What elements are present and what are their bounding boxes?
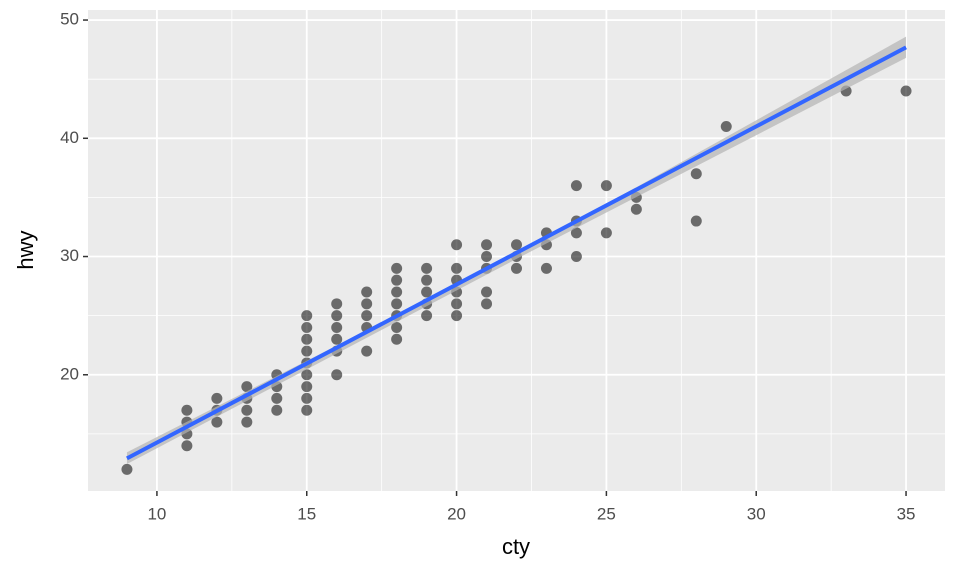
point	[271, 392, 283, 404]
point	[241, 381, 253, 393]
point	[600, 180, 612, 192]
point	[241, 404, 253, 416]
point	[511, 239, 522, 251]
point	[361, 286, 373, 298]
point	[391, 274, 403, 286]
plot-panel	[88, 10, 945, 491]
point	[301, 381, 313, 393]
point	[630, 203, 642, 215]
point	[451, 310, 463, 322]
point	[121, 463, 133, 475]
y-axis-title: hwy	[13, 230, 38, 269]
point	[421, 310, 433, 322]
point	[421, 274, 433, 286]
fit-line	[126, 45, 907, 461]
point	[331, 310, 343, 322]
point	[900, 85, 912, 97]
point	[511, 262, 522, 274]
point	[421, 286, 433, 298]
point	[570, 251, 582, 263]
x-tick-label: 20	[447, 504, 466, 523]
point	[391, 286, 403, 298]
point	[361, 298, 373, 310]
x-tick-label: 30	[747, 504, 766, 523]
point	[451, 298, 463, 310]
x-tick-label: 15	[297, 504, 316, 523]
point	[481, 251, 493, 263]
point	[451, 239, 463, 251]
point	[720, 120, 732, 132]
y-tick-label: 50	[60, 10, 79, 29]
point	[481, 298, 493, 310]
point	[570, 227, 582, 239]
point	[331, 369, 343, 381]
y-tick-label: 20	[60, 364, 79, 383]
y-tick-label: 40	[60, 128, 79, 147]
point	[540, 262, 552, 274]
point	[481, 286, 493, 298]
point	[331, 321, 343, 333]
point	[301, 392, 313, 404]
point	[570, 180, 582, 192]
point	[361, 345, 373, 357]
point	[421, 262, 433, 274]
x-tick-label: 25	[597, 504, 616, 523]
point	[690, 215, 702, 227]
point	[181, 440, 193, 452]
point	[451, 262, 463, 274]
point	[181, 404, 193, 416]
point	[481, 239, 493, 251]
y-tick-label: 30	[60, 246, 79, 265]
point	[211, 392, 223, 404]
point	[331, 298, 343, 310]
point	[301, 333, 313, 345]
point	[690, 168, 702, 180]
point	[241, 416, 253, 428]
point	[391, 333, 403, 345]
x-tick-label: 10	[147, 504, 166, 523]
point	[361, 310, 373, 322]
point	[301, 321, 313, 333]
x-tick-label: 35	[897, 504, 916, 523]
x-axis-title: cty	[502, 534, 530, 559]
point	[211, 416, 223, 428]
point	[391, 262, 403, 274]
point	[391, 298, 403, 310]
point	[391, 321, 403, 333]
point	[301, 369, 313, 381]
point	[331, 333, 343, 345]
point	[301, 310, 313, 322]
point	[301, 345, 313, 357]
point	[271, 404, 283, 416]
point	[301, 404, 313, 416]
point	[600, 227, 612, 239]
